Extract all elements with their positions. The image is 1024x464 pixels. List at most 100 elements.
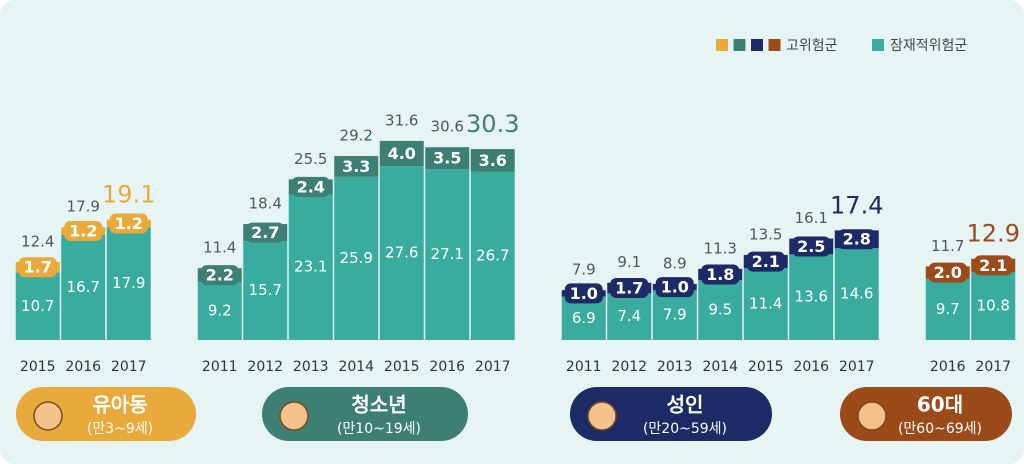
x-tick-label: 2011: [202, 359, 238, 375]
latent-label: 6.9: [572, 309, 596, 327]
high-label-bg: [610, 278, 649, 299]
total-label: 30.3: [466, 110, 519, 138]
latent-bar: [61, 234, 106, 340]
latent-bar: [106, 227, 151, 340]
total-label: 11.7: [931, 237, 964, 255]
x-tick-label: 2014: [338, 359, 374, 375]
group-name: 60대: [917, 393, 963, 417]
latent-bar: [425, 169, 470, 340]
high-label: 3.5: [433, 149, 461, 168]
legend-swatch: [872, 39, 884, 51]
x-tick-label: 2013: [293, 359, 329, 375]
latent-label: 23.1: [294, 258, 327, 276]
high-label: 2.1: [979, 256, 1007, 275]
high-label: 1.2: [115, 214, 143, 233]
total-label: 17.4: [830, 191, 883, 219]
latent-label: 7.9: [663, 306, 687, 324]
latent-label: 9.7: [936, 300, 960, 318]
total-label: 8.9: [663, 254, 687, 272]
latent-label: 9.2: [208, 302, 232, 320]
total-label: 25.5: [294, 150, 327, 168]
high-label: 2.8: [843, 230, 871, 249]
group-name: 청소년: [351, 393, 406, 417]
high-label: 2.2: [206, 266, 234, 285]
high-label-bg: [473, 150, 512, 171]
high-label-bg: [792, 236, 831, 257]
latent-bar: [743, 268, 788, 340]
latent-label: 9.5: [708, 301, 732, 319]
high-label-bg: [291, 176, 330, 197]
total-label: 29.2: [340, 127, 373, 145]
x-tick-label: 2016: [429, 359, 465, 375]
high-label: 1.7: [615, 279, 643, 298]
high-label-bg: [64, 221, 103, 242]
group-pill: [16, 387, 196, 441]
latent-bar: [607, 293, 652, 340]
group-name: 유아동: [92, 393, 147, 417]
latent-bar: [652, 290, 697, 340]
latent-bar: [197, 282, 242, 340]
high-label: 1.7: [24, 258, 52, 277]
latent-label: 15.7: [249, 281, 282, 299]
total-label: 19.1: [102, 181, 155, 209]
group-pill: [570, 387, 772, 441]
total-label: 17.9: [67, 198, 100, 216]
legend-swatch: [751, 39, 763, 51]
high-label-bg: [701, 264, 740, 285]
high-label: 1.8: [706, 265, 734, 284]
face-icon: [279, 401, 309, 431]
high-label-bg: [18, 257, 57, 278]
high-label-bg: [246, 222, 285, 243]
high-label-bg: [337, 156, 376, 177]
total-label: 16.1: [795, 209, 828, 227]
latent-bar: [288, 194, 333, 340]
x-tick-label: 2017: [839, 359, 875, 375]
latent-label: 11.4: [749, 295, 782, 313]
high-label: 1.2: [69, 222, 97, 241]
total-label: 9.1: [617, 253, 641, 271]
latent-bar: [834, 248, 879, 340]
latent-label: 13.6: [795, 288, 828, 306]
high-label: 2.1: [752, 252, 780, 271]
high-label-bg: [655, 277, 694, 298]
x-tick-label: 2017: [111, 359, 147, 375]
high-label: 3.3: [342, 157, 370, 176]
latent-bar: [379, 166, 424, 340]
legend-swatch: [716, 39, 728, 51]
latent-label: 7.4: [617, 307, 641, 325]
group-pill: [262, 387, 468, 441]
x-tick-label: 2016: [793, 359, 829, 375]
latent-label: 17.9: [112, 274, 145, 292]
high-label-bg: [974, 255, 1013, 276]
x-tick-label: 2016: [930, 359, 966, 375]
high-label: 2.0: [934, 263, 962, 282]
legend-label: 고위험군: [786, 38, 838, 54]
group-name: 성인: [667, 393, 704, 417]
x-tick-label: 2012: [611, 359, 647, 375]
total-label: 13.5: [749, 225, 782, 243]
total-label: 11.3: [704, 239, 737, 257]
high-label-bg: [928, 262, 967, 283]
x-tick-label: 2017: [475, 359, 511, 375]
latent-bar: [334, 176, 379, 340]
latent-bar: [925, 278, 970, 340]
group-range: (만3~9세): [87, 421, 153, 437]
latent-bar: [561, 296, 606, 340]
high-label: 4.0: [388, 144, 416, 163]
latent-label: 26.7: [476, 246, 509, 264]
x-tick-label: 2015: [384, 359, 420, 375]
group-range: (만20~59세): [643, 421, 727, 437]
group-range: (만10~19세): [337, 421, 421, 437]
latent-bar: [698, 280, 743, 340]
latent-bar: [789, 254, 834, 340]
high-label: 1.0: [661, 278, 689, 297]
x-tick-label: 2017: [975, 359, 1011, 375]
latent-label: 10.7: [21, 297, 54, 315]
latent-label: 10.8: [977, 296, 1010, 314]
x-tick-label: 2015: [748, 359, 784, 375]
total-label: 31.6: [385, 111, 418, 129]
high-label: 2.7: [251, 223, 279, 242]
x-tick-label: 2016: [65, 359, 101, 375]
x-tick-label: 2011: [566, 359, 602, 375]
high-label: 2.4: [297, 177, 325, 196]
